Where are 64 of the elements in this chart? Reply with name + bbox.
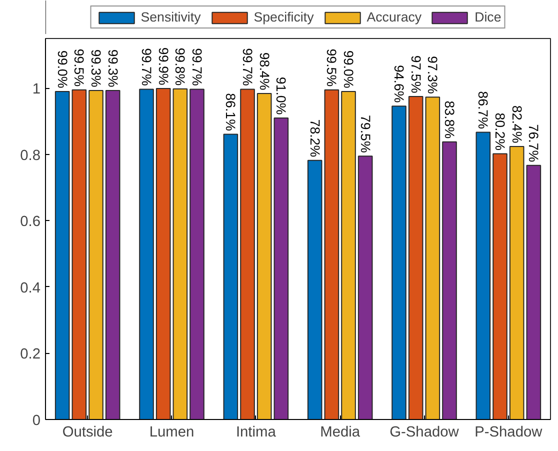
bar — [324, 89, 340, 420]
bar — [341, 91, 356, 420]
y-tick-label: 0.4 — [20, 280, 40, 296]
data-label: 99.0% — [54, 50, 70, 88]
x-tick-label: Media — [320, 424, 361, 440]
bar — [476, 132, 491, 420]
x-tick-label: Intima — [236, 424, 277, 440]
bar — [240, 88, 255, 420]
x-tick-label: G-Shadow — [390, 424, 460, 440]
bar — [105, 90, 120, 420]
bar — [492, 153, 508, 420]
bar — [223, 134, 238, 420]
data-label: 94.6% — [392, 64, 406, 103]
bar — [256, 92, 272, 420]
data-label: 99.7% — [190, 48, 204, 86]
bar — [274, 118, 289, 420]
data-label: 97.5% — [408, 55, 424, 94]
bar — [526, 164, 542, 420]
bar — [54, 91, 70, 420]
legend-label: Specificity — [254, 10, 314, 24]
data-label: 99.9% — [156, 47, 171, 86]
data-label: 99.0% — [341, 50, 356, 88]
bar — [509, 146, 524, 420]
data-label: 91.0% — [274, 76, 289, 115]
legend-label: Accuracy — [366, 10, 422, 24]
bar — [139, 88, 154, 420]
data-label: 99.3% — [88, 49, 104, 88]
data-label: 99.5% — [72, 48, 87, 87]
data-label: 99.7% — [240, 48, 255, 86]
bar — [307, 160, 322, 420]
data-label: 99.5% — [324, 48, 340, 87]
data-label: 99.8% — [172, 48, 188, 86]
y-tick-label: 0.8 — [20, 148, 40, 164]
y-tick-label: 0 — [32, 413, 41, 429]
bar — [442, 141, 457, 420]
y-tick-label: 1 — [32, 82, 41, 98]
data-label: 80.2% — [492, 112, 508, 151]
data-label: 79.5% — [358, 115, 373, 153]
bar — [358, 156, 373, 420]
data-label: 97.3% — [425, 56, 440, 94]
bar — [172, 88, 188, 420]
bar — [190, 88, 204, 420]
data-label: 86.7% — [476, 91, 491, 130]
bar — [425, 96, 440, 420]
bar — [72, 89, 87, 420]
legend-label: Sensitivity — [140, 10, 201, 24]
bar — [88, 90, 104, 420]
data-label: 99.3% — [105, 49, 120, 88]
x-tick-label: P-Shadow — [474, 424, 543, 440]
data-label: 82.4% — [509, 105, 524, 144]
data-label: 78.2% — [307, 119, 322, 158]
y-tick-label: 0.6 — [20, 214, 40, 230]
data-label: 76.7% — [526, 124, 542, 162]
data-label: 86.1% — [223, 93, 238, 132]
data-label: 83.8% — [442, 100, 457, 139]
y-tick-label: 0.2 — [20, 346, 40, 363]
x-tick-label: Outside — [62, 424, 113, 440]
data-label: 98.4% — [256, 52, 272, 90]
x-tick-label: Lumen — [149, 424, 194, 440]
data-label: 99.7% — [139, 48, 154, 86]
bar — [392, 106, 406, 420]
bar — [408, 96, 424, 420]
legend-label: Dice — [474, 10, 502, 24]
bar — [156, 88, 171, 420]
